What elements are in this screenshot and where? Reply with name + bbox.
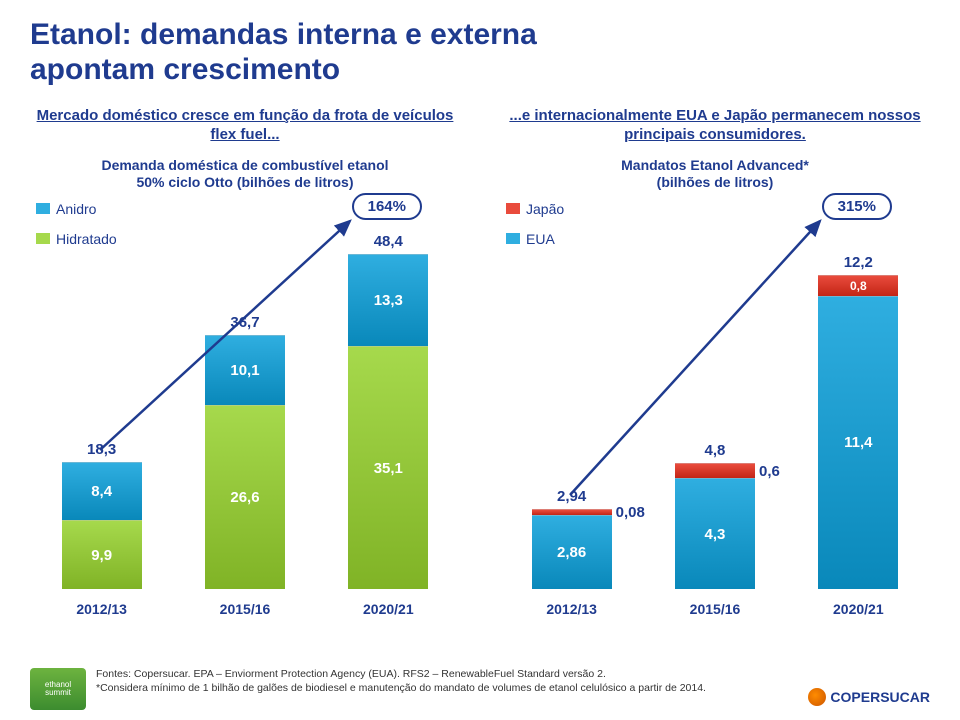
xaxis: 2012/13 2015/16 2020/21 xyxy=(30,601,460,617)
x-label: 2015/16 xyxy=(205,601,285,617)
bar-column: 18,3 8,49,9 xyxy=(62,441,142,589)
bar-segment: 4,3 xyxy=(675,478,755,589)
growth-badge: 164% xyxy=(352,193,422,220)
bar-segment: 10,1 xyxy=(205,335,285,405)
left-subhead2: Demanda doméstica de combustível etanol … xyxy=(30,157,460,191)
x-label: 2020/21 xyxy=(818,601,898,617)
title-line1: Etanol: demandas interna e externa xyxy=(30,18,537,51)
title: Etanol: demandas interna e externa apont… xyxy=(30,18,930,87)
bar-segment: 13,3 xyxy=(348,254,428,346)
bars: 2,94 0,082,86 4,8 0,64,3 12,2 0,811,4 xyxy=(500,217,930,589)
x-label: 2012/13 xyxy=(532,601,612,617)
bar-total: 48,4 xyxy=(348,233,428,250)
growth-badge: 315% xyxy=(822,193,892,220)
bar-segment: 2,86 xyxy=(532,515,612,589)
charts-row: Mercado doméstico cresce em função da fr… xyxy=(30,107,930,617)
legend-item: Anidro xyxy=(36,201,117,217)
footer: Fontes: Copersucar. EPA – Enviorment Pro… xyxy=(30,668,930,710)
bar-total: 2,94 xyxy=(532,488,612,505)
slide: Etanol: demandas interna e externa apont… xyxy=(0,0,960,720)
left-col: Mercado doméstico cresce em função da fr… xyxy=(30,107,460,617)
bar-segment: 0,8 xyxy=(818,275,898,296)
summit-logo xyxy=(30,668,86,710)
legend-item: Japão xyxy=(506,201,564,217)
bar-total: 4,8 xyxy=(675,442,755,459)
right-subhead2: Mandatos Etanol Advanced* (bilhões de li… xyxy=(500,157,930,191)
bar-segment: 35,1 xyxy=(348,346,428,589)
right-subhead: ...e internacionalmente EUA e Japão perm… xyxy=(500,107,930,149)
bar-segment: 8,4 xyxy=(62,462,142,520)
bar-segment: 0,6 xyxy=(675,463,755,478)
xaxis: 2012/13 2015/16 2020/21 xyxy=(500,601,930,617)
right-chart: Japão EUA 315% 2,940,082,864,80,64,312,2… xyxy=(500,195,930,617)
bar-column: 12,2 0,811,4 xyxy=(818,254,898,589)
x-label: 2015/16 xyxy=(675,601,755,617)
bar-segment: 11,4 xyxy=(818,296,898,589)
bar-total: 36,7 xyxy=(205,314,285,331)
bar-segment: 26,6 xyxy=(205,405,285,589)
bar-column: 48,4 13,335,1 xyxy=(348,233,428,589)
swatch xyxy=(36,203,50,214)
title-line2: apontam crescimento xyxy=(30,53,340,86)
brand-icon xyxy=(808,688,826,706)
left-subhead: Mercado doméstico cresce em função da fr… xyxy=(30,107,460,149)
bar-total: 12,2 xyxy=(818,254,898,271)
bar-segment: 9,9 xyxy=(62,520,142,589)
bar-column: 36,7 10,126,6 xyxy=(205,314,285,589)
x-label: 2020/21 xyxy=(348,601,428,617)
bar-total: 18,3 xyxy=(62,441,142,458)
bars: 18,3 8,49,9 36,7 10,126,6 48,4 13,335,1 xyxy=(30,217,460,589)
brand-logo: COPERSUCAR xyxy=(808,688,930,706)
right-col: ...e internacionalmente EUA e Japão perm… xyxy=(500,107,930,617)
bar-column: 2,94 0,082,86 xyxy=(532,488,612,589)
left-chart: Anidro Hidratado 164% 18,38,49,936,710,1… xyxy=(30,195,460,617)
x-label: 2012/13 xyxy=(62,601,142,617)
footer-text: Fontes: Copersucar. EPA – Enviorment Pro… xyxy=(96,668,930,695)
bar-column: 4,8 0,64,3 xyxy=(675,442,755,589)
bar-segment: 0,08 xyxy=(532,509,612,515)
swatch xyxy=(506,203,520,214)
